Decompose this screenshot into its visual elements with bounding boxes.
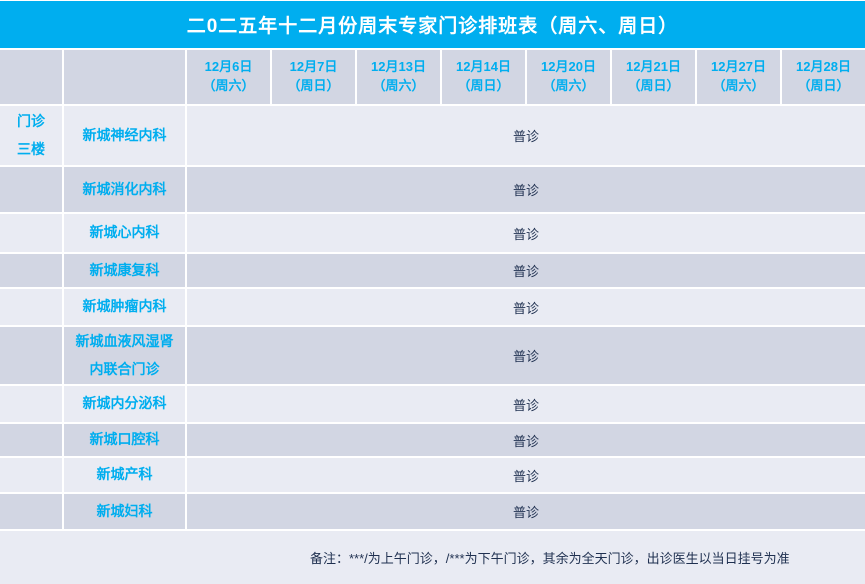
department-cell: 新城妇科 — [64, 494, 185, 529]
location-cell — [0, 386, 62, 422]
table-row: 新城血液风湿肾内联合门诊 普诊 — [0, 327, 865, 384]
date-label: 12月14日 — [456, 59, 511, 75]
weekday-label: （周六） — [542, 78, 595, 93]
schedule-cell: 普诊 — [187, 167, 865, 212]
table-row: 新城口腔科 普诊 — [0, 424, 865, 456]
location-cell — [0, 327, 62, 384]
date-label: 12月28日 — [796, 59, 851, 75]
weekday-label: （周六） — [712, 78, 765, 93]
weekday-label: （周六） — [202, 78, 255, 93]
weekday-label: （周日） — [457, 78, 510, 93]
date-header-cell: 12月21日 （周日） — [612, 50, 695, 104]
table-row: 新城产科 普诊 — [0, 458, 865, 492]
note-row: 备注：***/为上午门诊，/***为下午门诊，其余为全天门诊，出诊医生以当日挂号… — [0, 531, 865, 584]
table-row: 新城肿瘤内科 普诊 — [0, 289, 865, 325]
table-row: 新城心内科 普诊 — [0, 214, 865, 252]
location-cell: 门诊 三楼 — [0, 106, 62, 165]
date-label: 12月7日 — [289, 59, 338, 75]
weekday-label: （周六） — [372, 78, 425, 93]
date-label: 12月20日 — [541, 59, 596, 75]
schedule-cell: 普诊 — [187, 289, 865, 325]
table-row: 新城妇科 普诊 — [0, 494, 865, 529]
location-line1: 门诊 — [17, 113, 45, 130]
date-label: 12月6日 — [204, 59, 253, 75]
date-header-cell: 12月27日 （周六） — [697, 50, 780, 104]
location-cell — [0, 167, 62, 212]
date-label: 12月13日 — [371, 59, 426, 75]
weekday-label: （周日） — [797, 78, 850, 93]
date-header-cell: 12月6日 （周六） — [187, 50, 270, 104]
date-header-cell: 12月28日 （周日） — [782, 50, 865, 104]
schedule-cell: 普诊 — [187, 494, 865, 529]
department-cell: 新城心内科 — [64, 214, 185, 252]
date-header-cell: 12月20日 （周六） — [527, 50, 610, 104]
header-corner-department — [64, 50, 185, 104]
location-cell — [0, 254, 62, 287]
weekday-label: （周日） — [627, 78, 680, 93]
schedule-cell: 普诊 — [187, 254, 865, 287]
table-row: 新城康复科 普诊 — [0, 254, 865, 287]
department-cell: 新城口腔科 — [64, 424, 185, 456]
location-cell — [0, 494, 62, 529]
schedule-cell: 普诊 — [187, 106, 865, 165]
table-row: 新城内分泌科 普诊 — [0, 386, 865, 422]
schedule-cell: 普诊 — [187, 327, 865, 384]
table-row: 新城消化内科 普诊 — [0, 167, 865, 212]
date-label: 12月27日 — [711, 59, 766, 75]
location-cell — [0, 214, 62, 252]
location-line2: 三楼 — [17, 140, 45, 157]
department-cell: 新城肿瘤内科 — [64, 289, 185, 325]
department-cell: 新城血液风湿肾内联合门诊 — [64, 327, 185, 384]
date-header-cell: 12月7日 （周日） — [272, 50, 355, 104]
header-corner-location — [0, 50, 62, 104]
note-text: 备注：***/为上午门诊，/***为下午门诊，其余为全天门诊，出诊医生以当日挂号… — [310, 551, 790, 566]
location-cell — [0, 289, 62, 325]
department-cell: 新城内分泌科 — [64, 386, 185, 422]
department-cell: 新城产科 — [64, 458, 185, 492]
department-cell: 新城消化内科 — [64, 167, 185, 212]
table-row: 门诊 三楼 新城神经内科 普诊 — [0, 106, 865, 165]
date-header-cell: 12月14日 （周日） — [442, 50, 525, 104]
page-title: 二0二五年十二月份周末专家门诊排班表（周六、周日） — [0, 1, 865, 48]
schedule-cell: 普诊 — [187, 386, 865, 422]
table-header-row: 12月6日 （周六） 12月7日 （周日） 12月13日 （周六） 12月14日… — [0, 50, 865, 104]
schedule-cell: 普诊 — [187, 214, 865, 252]
date-header-cell: 12月13日 （周六） — [357, 50, 440, 104]
weekday-label: （周日） — [287, 78, 340, 93]
date-label: 12月21日 — [626, 59, 681, 75]
location-cell — [0, 424, 62, 456]
schedule-cell: 普诊 — [187, 424, 865, 456]
department-cell: 新城康复科 — [64, 254, 185, 287]
location-cell — [0, 458, 62, 492]
schedule-cell: 普诊 — [187, 458, 865, 492]
department-cell: 新城神经内科 — [64, 106, 185, 165]
